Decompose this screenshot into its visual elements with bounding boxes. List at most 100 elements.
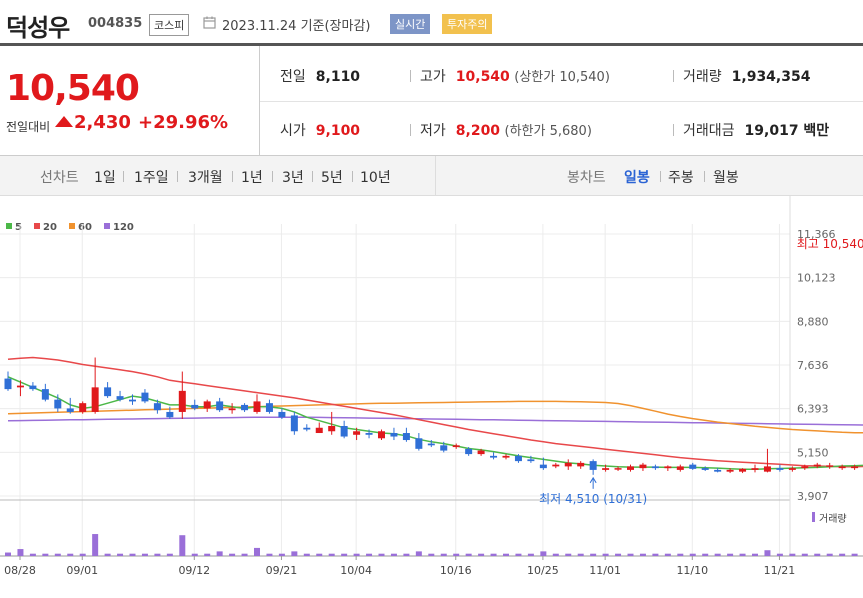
tab-monthly[interactable]: 월봉 <box>713 170 739 186</box>
candle-body <box>216 401 224 411</box>
x-tick-label: 11/01 <box>589 564 621 577</box>
price-chart[interactable]: 5 20 60 120 11,366 10,123 8,880 7,636 6,393 5,150… <box>0 196 863 598</box>
separator <box>177 171 178 182</box>
candle-body <box>440 445 448 451</box>
volume-bar <box>403 553 410 556</box>
realtime-badge[interactable]: 실시간 <box>390 14 431 34</box>
separator <box>410 70 411 82</box>
ma-line-ma20 <box>7 356 863 468</box>
volume-bar <box>390 553 397 556</box>
candle-body <box>664 466 672 469</box>
volume-bar <box>378 553 385 556</box>
volume-bar <box>92 534 99 556</box>
separator <box>272 171 273 182</box>
period-tabs: 선차트 1일 1주일 3개월 1년 3년 5년 10년 봉차트 일봉 주봉 월봉 <box>0 156 863 196</box>
candlestick-chart[interactable]: 5 20 60 120 11,366 10,123 8,880 7,636 6,393 5,150… <box>0 196 863 598</box>
candle-body <box>191 404 199 409</box>
calendar-icon <box>203 16 216 29</box>
volume-bar <box>702 553 709 556</box>
tab-3m[interactable]: 3개월 <box>188 170 223 186</box>
candle-body <box>564 462 572 467</box>
x-tick-label: 08/28 <box>4 564 36 577</box>
candle-body <box>589 461 597 470</box>
volume-bar <box>67 553 74 556</box>
volume-bar <box>79 553 86 556</box>
change-percent: +29.96% <box>138 112 229 133</box>
volume-bar <box>851 553 858 556</box>
legend-label-ma20: 20 <box>43 222 57 233</box>
low-price: 저가 8,200 (하한가 5,680) <box>420 123 592 139</box>
tab-weekly[interactable]: 주봉 <box>668 170 694 186</box>
volume-bar <box>216 551 223 556</box>
volume-bar <box>341 553 348 556</box>
volume-bar <box>229 553 236 556</box>
tab-1w[interactable]: 1주일 <box>134 170 169 186</box>
volume-bar <box>602 553 609 556</box>
tab-daily[interactable]: 일봉 <box>624 170 650 186</box>
current-price: 10,540 <box>6 68 140 109</box>
volume-bar <box>739 553 746 556</box>
volume-bar <box>241 553 248 556</box>
separator <box>312 171 313 182</box>
volume-bar <box>54 553 61 556</box>
x-tick-label: 10/25 <box>527 564 559 577</box>
candle-body <box>739 468 747 472</box>
candle-body <box>701 468 709 470</box>
y-tick-label: 5,150 <box>797 446 829 459</box>
volume-bar <box>303 553 310 556</box>
price-summary: 10,540 전일대비 2,430 +29.96% 전일 8,110 고가 10,5… <box>0 46 863 156</box>
candle-body <box>788 468 796 470</box>
volume-bar <box>129 553 136 556</box>
tab-1d[interactable]: 1일 <box>94 170 116 186</box>
volume-bar <box>179 535 186 556</box>
volume-bar <box>727 553 734 556</box>
candle-body <box>689 464 697 469</box>
volume-bar <box>764 550 771 556</box>
candle-body <box>228 408 236 411</box>
separator <box>232 171 233 182</box>
candle-body <box>851 466 859 469</box>
candle-body <box>66 408 74 412</box>
legend-swatch-ma60 <box>69 223 75 229</box>
candle-body <box>353 431 361 435</box>
tab-5y[interactable]: 5년 <box>321 170 343 186</box>
volume-bar <box>677 553 684 556</box>
volume-bar <box>291 551 298 556</box>
candle-body <box>776 468 784 470</box>
volume-bar <box>428 553 435 556</box>
ma-line-ma120 <box>7 416 863 426</box>
tab-3y[interactable]: 3년 <box>282 170 304 186</box>
candle-chart-label: 봉차트 <box>567 170 606 186</box>
candle-body <box>166 411 174 418</box>
candle-body <box>477 450 485 455</box>
y-tick-label: 10,123 <box>797 272 836 285</box>
volume-bar <box>590 553 597 556</box>
volume-bar <box>117 553 124 556</box>
candle-body <box>116 396 124 400</box>
volume-bar <box>42 553 49 556</box>
candle-body <box>726 469 734 472</box>
market-badge: 코스피 <box>149 14 190 36</box>
volume-legend-label: 거래량 <box>819 513 847 525</box>
tab-1y[interactable]: 1년 <box>241 170 263 186</box>
volume-legend-swatch <box>812 512 815 522</box>
candle-body <box>303 427 311 430</box>
volume-bar <box>839 553 846 556</box>
stock-code: 004835 <box>88 16 143 31</box>
volume-bar <box>664 553 671 556</box>
tab-10y[interactable]: 10년 <box>360 170 391 186</box>
volume-bar <box>453 553 460 556</box>
candle-body <box>614 468 622 470</box>
divider <box>260 101 863 102</box>
volume-bar <box>789 553 796 556</box>
stock-name: 덕성우 <box>6 14 70 42</box>
volume-bar <box>316 553 323 556</box>
trade-amount: 거래대금 19,017 백만 <box>683 123 830 139</box>
change-label: 전일대비 <box>6 120 51 134</box>
candle-body <box>514 455 522 462</box>
volume-bar <box>17 549 24 556</box>
volume-bar <box>191 553 198 556</box>
candle-body <box>452 445 460 448</box>
y-tick-label: 7,636 <box>797 359 829 372</box>
candle-body <box>826 465 834 467</box>
